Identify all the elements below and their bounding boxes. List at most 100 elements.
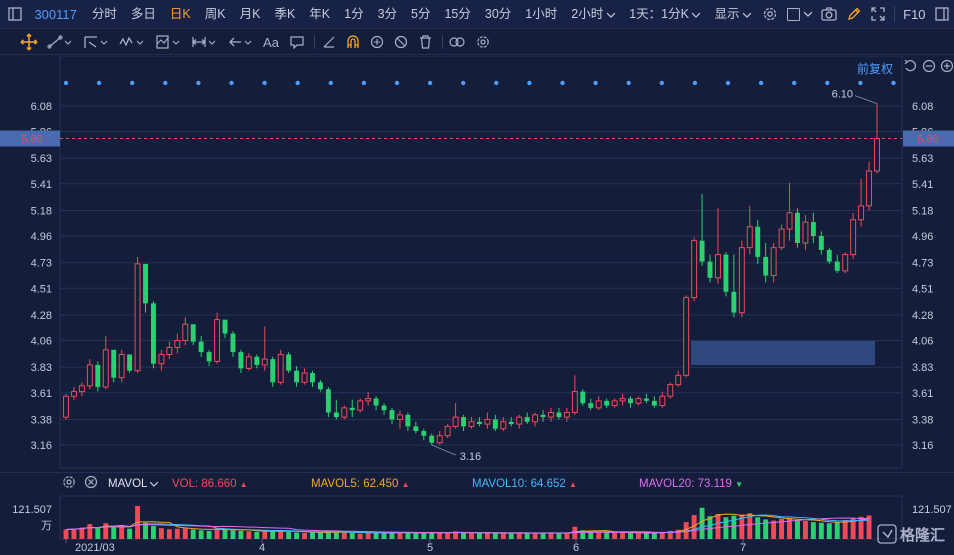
period-tab-1[interactable]: 多日 (130, 6, 156, 21)
candle (111, 349, 117, 383)
period-tab-10[interactable]: 15分 (444, 6, 471, 21)
settings-gear-icon[interactable] (761, 3, 779, 25)
link-icon[interactable] (446, 32, 468, 52)
candle (421, 428, 427, 441)
period-tab-6[interactable]: 年K (309, 6, 331, 21)
candle (524, 412, 530, 425)
indicator-close-icon[interactable] (84, 475, 98, 492)
candle-body (628, 398, 633, 404)
trash-icon[interactable] (414, 32, 436, 52)
arrow-tool-icon[interactable] (226, 32, 254, 52)
chevron-down-icon (149, 481, 159, 487)
volume-max-left: 121.507 (12, 504, 52, 516)
adjust-mode-label[interactable]: 前复权 (857, 62, 894, 76)
line-tool-icon[interactable] (46, 32, 74, 52)
candle (786, 182, 793, 241)
f10-button[interactable]: F10 (903, 6, 926, 22)
zoom-in-icon[interactable] (940, 59, 954, 76)
candle (818, 231, 824, 255)
chart-area[interactable]: 6.086.085.865.865.635.635.415.415.185.18… (0, 56, 954, 555)
candle (643, 393, 649, 404)
candle (78, 382, 85, 397)
volume-bar (95, 528, 101, 539)
measure-tool-icon[interactable] (190, 32, 218, 52)
candle-body (659, 395, 666, 407)
hide-drawings-icon[interactable] (390, 32, 412, 52)
draw-pen-icon[interactable] (844, 3, 862, 25)
ruler-tool-icon[interactable] (318, 32, 340, 52)
candle-body (611, 400, 618, 407)
candle (277, 349, 284, 385)
x-tick-labels: 2021/03 4 5 6 7 (65, 539, 746, 554)
period-tab-5[interactable]: 季K (274, 6, 296, 21)
wave-tool-icon[interactable] (118, 32, 146, 52)
volume-bar (150, 525, 156, 539)
event-marker-dot (692, 80, 698, 86)
volume-bars (63, 506, 872, 539)
period-tab-8[interactable]: 3分 (377, 6, 398, 21)
candle-body (286, 354, 292, 371)
fullscreen-icon[interactable] (869, 3, 887, 25)
volume-bar (111, 526, 117, 539)
candle (611, 398, 618, 408)
channel-tool-icon[interactable] (82, 32, 110, 52)
toolbar-divider (894, 6, 896, 22)
camera-icon[interactable] (820, 3, 838, 25)
candle-body (802, 221, 809, 244)
candle-body (222, 319, 228, 334)
stock-code[interactable]: 300117 (34, 6, 77, 22)
text-tool-label: Aa (263, 34, 279, 50)
y-tick-label-right: 3.61 (912, 388, 933, 400)
drawing-toolbar: Aa (0, 29, 954, 55)
volume-bar (747, 513, 753, 539)
candle (381, 403, 387, 415)
display-dropdown[interactable]: 显示 (707, 0, 758, 29)
zoom-out-icon[interactable] (922, 59, 936, 76)
sidebar-toggle-icon[interactable] (6, 3, 24, 25)
lock-drawings-icon[interactable] (366, 32, 388, 52)
fibonacci-tool-icon[interactable] (154, 32, 182, 52)
indicator-settings-icon[interactable] (62, 475, 76, 492)
event-marker-dot (196, 80, 201, 86)
event-marker-dot (262, 80, 267, 86)
volume-bar (818, 522, 824, 539)
period-tab-12[interactable]: 1小时 (525, 6, 558, 21)
magnet-icon[interactable] (342, 32, 364, 52)
period-tab-7[interactable]: 1分 (344, 6, 364, 21)
indicator-selector[interactable]: MAVOL (108, 478, 159, 490)
candle (723, 252, 729, 297)
candle (563, 407, 570, 422)
period-tab-9[interactable]: 5分 (411, 6, 431, 21)
candle-body (707, 261, 713, 278)
candle (484, 412, 491, 429)
comment-tool-icon[interactable] (286, 32, 308, 52)
volume-bar (413, 533, 419, 539)
candle-body (818, 236, 824, 250)
chevron-down-icon (742, 12, 752, 18)
volume-bar (158, 528, 164, 539)
candlestick-chart[interactable]: 6.086.085.865.865.635.635.415.415.185.18… (0, 56, 954, 555)
period-tab-3[interactable]: 周K (204, 6, 226, 21)
period-tab-2[interactable]: 日K (169, 6, 191, 21)
candle-body (325, 389, 331, 413)
candle (166, 341, 173, 360)
candle-body (866, 170, 873, 207)
candle-body (317, 382, 323, 390)
drawing-settings-icon[interactable] (472, 32, 494, 52)
compare-checkbox[interactable] (785, 3, 814, 25)
period-tab-4[interactable]: 月K (239, 6, 261, 21)
period-tab-0[interactable]: 分时 (91, 6, 117, 21)
crosshair-move-icon[interactable] (18, 32, 40, 52)
volume-bar (636, 533, 641, 539)
candle-body (595, 400, 602, 409)
reset-icon[interactable] (903, 59, 917, 76)
text-tool[interactable]: Aa (259, 32, 283, 52)
candle-body (166, 346, 173, 355)
period-tab-13[interactable]: 2小时 (564, 0, 622, 29)
candle-body (683, 297, 690, 376)
y-tick-label-left: 4.28 (31, 310, 52, 322)
period-tab-11[interactable]: 30分 (484, 6, 512, 21)
range-dropdown[interactable]: 1天：1分K (622, 0, 707, 29)
sidebar-right-toggle-icon[interactable] (933, 3, 951, 25)
candle (763, 242, 769, 283)
